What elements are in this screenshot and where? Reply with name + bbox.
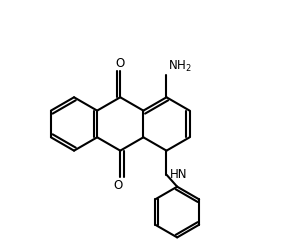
Text: HN: HN [170, 168, 187, 181]
Text: O: O [114, 179, 123, 192]
Text: NH$_2$: NH$_2$ [168, 59, 192, 74]
Text: O: O [116, 57, 125, 70]
